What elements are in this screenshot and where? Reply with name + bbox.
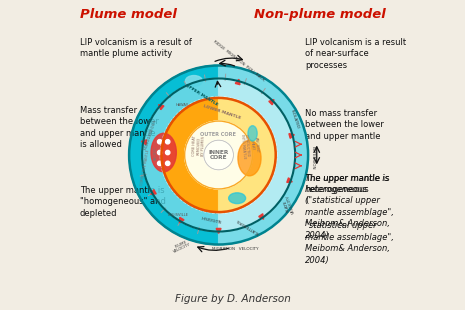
Circle shape bbox=[158, 140, 162, 144]
Polygon shape bbox=[179, 217, 184, 223]
Circle shape bbox=[166, 161, 170, 166]
Text: LIP volcanism is a result
of near-surface
processes: LIP volcanism is a result of near-surfac… bbox=[305, 38, 406, 70]
Circle shape bbox=[185, 121, 252, 189]
Circle shape bbox=[158, 161, 162, 166]
Text: SCATTERERS: SCATTERERS bbox=[236, 217, 260, 234]
Text: UPPER MANTLE: UPPER MANTLE bbox=[185, 83, 219, 107]
Polygon shape bbox=[159, 104, 164, 110]
Wedge shape bbox=[142, 78, 219, 232]
Text: EXTENSION: EXTENSION bbox=[311, 146, 315, 170]
Text: The upper mantle is
"homogeneous" and
depleted: The upper mantle is "homogeneous" and de… bbox=[80, 186, 166, 218]
Text: PLATE
VELOCITY: PLATE VELOCITY bbox=[282, 194, 296, 215]
Text: LIP volcanism is a result of
mantle plume activity: LIP volcanism is a result of mantle plum… bbox=[80, 38, 192, 58]
Polygon shape bbox=[219, 98, 276, 212]
Wedge shape bbox=[219, 78, 295, 232]
Text: LOUISVILLE: LOUISVILLE bbox=[168, 214, 189, 218]
Text: LOWER MANTLE: LOWER MANTLE bbox=[202, 104, 241, 120]
Text: Non-plume model: Non-plume model bbox=[253, 8, 385, 21]
Ellipse shape bbox=[248, 126, 257, 141]
Text: HAWAII: HAWAII bbox=[176, 103, 189, 107]
Text: INNER
CORE: INNER CORE bbox=[208, 150, 229, 160]
Text: PACIFIC: PACIFIC bbox=[153, 147, 157, 160]
Text: ISOLATED: ISOLATED bbox=[289, 109, 299, 130]
Circle shape bbox=[158, 150, 162, 155]
Text: RIDGE  MIGRATION  ROLL-BACK: RIDGE MIGRATION ROLL-BACK bbox=[212, 40, 265, 82]
Text: Figure by D. Anderson: Figure by D. Anderson bbox=[174, 294, 291, 304]
Text: Mass transfer
between the lower
and upper mantle
is allowed: Mass transfer between the lower and uppe… bbox=[80, 106, 159, 149]
Ellipse shape bbox=[238, 140, 261, 176]
Polygon shape bbox=[287, 178, 292, 183]
Circle shape bbox=[161, 98, 276, 212]
Polygon shape bbox=[141, 140, 147, 145]
Wedge shape bbox=[129, 65, 219, 245]
Text: The upper mantle is
heterogeneous
(: The upper mantle is heterogeneous ( bbox=[305, 174, 390, 206]
Ellipse shape bbox=[186, 76, 202, 86]
Text: SLUGGISH: SLUGGISH bbox=[200, 214, 221, 222]
Text: CORRECTIVE MANTLE: CORRECTIVE MANTLE bbox=[140, 149, 150, 186]
Text: ANCIENT
HEAT
CONDUCTED
INTO MANTLE: ANCIENT HEAT CONDUCTED INTO MANTLE bbox=[239, 133, 259, 159]
Polygon shape bbox=[235, 79, 240, 85]
Text: "statistical upper
mantle assemblage",
Meibom& Anderson,
2004): "statistical upper mantle assemblage", M… bbox=[305, 221, 394, 265]
Polygon shape bbox=[161, 98, 219, 212]
Text: MIGRATION   VELOCITY: MIGRATION VELOCITY bbox=[213, 247, 259, 251]
Circle shape bbox=[129, 65, 308, 245]
Polygon shape bbox=[151, 190, 156, 194]
Text: No mass transfer
between the lower
and upper mantle: No mass transfer between the lower and u… bbox=[305, 109, 384, 141]
Text: CORE HEAT
REMOVED
BY PLUMES: CORE HEAT REMOVED BY PLUMES bbox=[192, 135, 206, 156]
Ellipse shape bbox=[151, 133, 176, 172]
Text: OUTER CORE: OUTER CORE bbox=[200, 131, 236, 136]
Polygon shape bbox=[269, 100, 274, 105]
Wedge shape bbox=[219, 65, 308, 245]
Circle shape bbox=[185, 121, 252, 189]
Text: The upper mantle is
heterogeneous
("statistical upper
mantle assemblage",
Meibom: The upper mantle is heterogeneous ("stat… bbox=[305, 174, 394, 240]
Circle shape bbox=[142, 78, 295, 232]
Circle shape bbox=[166, 140, 170, 144]
Polygon shape bbox=[259, 214, 264, 219]
Text: Plume model: Plume model bbox=[80, 8, 177, 21]
Text: HOMOGENEOUS: HOMOGENEOUS bbox=[144, 119, 158, 151]
Text: PLUME
VELOCITY: PLUME VELOCITY bbox=[171, 238, 192, 254]
Circle shape bbox=[166, 150, 170, 155]
Polygon shape bbox=[289, 134, 294, 138]
Circle shape bbox=[204, 140, 233, 170]
Ellipse shape bbox=[229, 193, 246, 204]
Polygon shape bbox=[216, 228, 221, 233]
